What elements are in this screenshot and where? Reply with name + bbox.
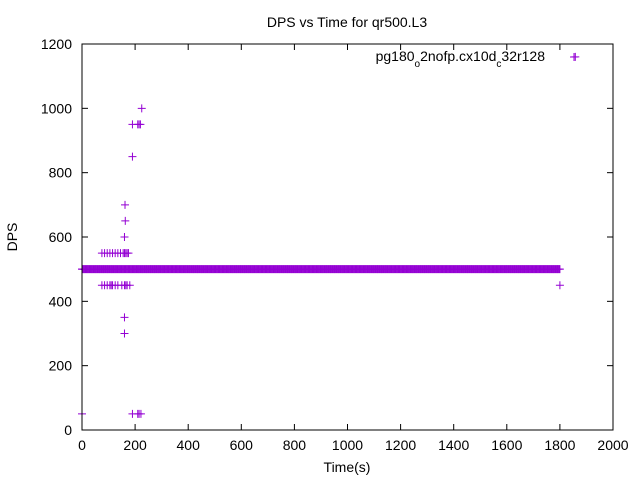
- x-tick-label: 1400: [438, 437, 469, 453]
- y-tick-label: 0: [64, 422, 72, 438]
- chart-title: DPS vs Time for qr500.L3: [267, 14, 428, 30]
- data-point: [128, 152, 137, 161]
- data-point: [120, 329, 129, 338]
- legend-label-part: 32r128: [501, 48, 545, 64]
- data-point: [136, 409, 145, 418]
- legend: pg180o2nofp.cx10dc32r128: [376, 48, 578, 70]
- x-tick-label: 1800: [544, 437, 575, 453]
- data-point: [120, 233, 129, 241]
- legend-marker-symbol: [570, 53, 578, 61]
- legend-marker: [570, 53, 578, 61]
- data-point: [120, 313, 129, 322]
- y-tick-label: 400: [49, 293, 73, 309]
- data-point: [125, 281, 134, 290]
- x-tick-label: 1600: [491, 437, 522, 453]
- data-point: [136, 120, 145, 129]
- y-tick-label: 1200: [41, 36, 72, 52]
- legend-label-part: pg180: [376, 48, 415, 64]
- y-tick-label: 600: [49, 229, 73, 245]
- y-axis-label: DPS: [4, 223, 20, 252]
- legend-label-subscript: o: [415, 59, 421, 70]
- x-axis-label: Time(s): [324, 459, 371, 475]
- data-point: [124, 249, 133, 258]
- x-tick-label: 2000: [597, 437, 628, 453]
- x-tick-label: 0: [78, 437, 86, 453]
- y-tick-label: 200: [49, 358, 73, 374]
- legend-label-part: 2nofp.cx10d: [420, 48, 496, 64]
- data-point: [121, 200, 130, 209]
- x-tick-label: 800: [283, 437, 307, 453]
- data-point: [121, 216, 130, 225]
- y-tick-label: 1000: [41, 100, 72, 116]
- x-tick-label: 1200: [385, 437, 416, 453]
- data-point: [555, 281, 564, 290]
- legend-label-subscript: c: [496, 59, 501, 70]
- x-tick-label: 1000: [332, 437, 363, 453]
- x-tick-label: 600: [230, 437, 254, 453]
- plot-area: [78, 52, 580, 418]
- x-tick-label: 200: [123, 437, 147, 453]
- y-axis: 0 200 400 600 800 1000 1200: [41, 36, 613, 438]
- data-point: [555, 265, 564, 274]
- legend-series-label: pg180o2nofp.cx10dc32r128: [376, 48, 546, 70]
- x-axis: 0 200 400 600 800 1000 1200 1400 1600 1800 2000: [78, 44, 629, 453]
- x-tick-label: 400: [177, 437, 201, 453]
- y-tick-label: 800: [49, 165, 73, 181]
- data-point: [137, 104, 146, 113]
